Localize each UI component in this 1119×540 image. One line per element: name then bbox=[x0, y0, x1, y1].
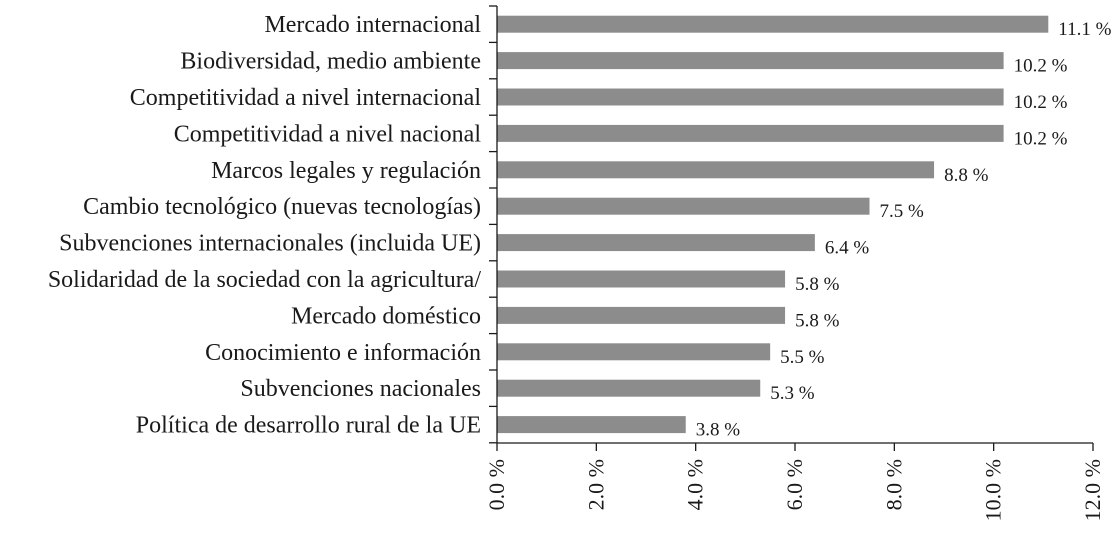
bar bbox=[497, 234, 815, 252]
x-tick-label: 10.0 % bbox=[981, 459, 1006, 521]
x-tick-label: 4.0 % bbox=[683, 459, 708, 510]
axis-layer: 0.0 % 2.0 % 4.0 % 6.0 % 8.0 % 10.0 % 12.0 % bbox=[484, 6, 1105, 521]
x-tick-label: 6.0 % bbox=[782, 459, 807, 510]
category-label: Mercado internacional bbox=[264, 12, 481, 38]
bar bbox=[497, 15, 1049, 33]
bar bbox=[497, 343, 771, 361]
category-label: Mercado doméstico bbox=[291, 303, 481, 329]
value-label: 3.8 % bbox=[696, 420, 741, 441]
bar bbox=[497, 379, 761, 397]
bar bbox=[497, 52, 1004, 70]
value-label: 11.1 % bbox=[1058, 19, 1111, 40]
bar bbox=[497, 197, 870, 215]
x-tick-label: 0.0 % bbox=[484, 459, 509, 510]
value-label: 10.2 % bbox=[1014, 128, 1068, 149]
category-label: Conocimiento e información bbox=[205, 340, 481, 366]
bars-layer: Mercado internacional 11.1 % Biodiversidad… bbox=[48, 5, 1112, 441]
value-label: 5.8 % bbox=[795, 310, 840, 331]
category-label: Subvenciones internacionales (incluida U… bbox=[59, 231, 481, 257]
category-label: Competitividad a nivel internacional bbox=[130, 85, 482, 111]
value-label: 8.8 % bbox=[944, 165, 989, 186]
bar bbox=[497, 416, 686, 434]
category-label: Marcos legales y regulación bbox=[211, 158, 481, 184]
category-label: Biodiversidad, medio ambiente bbox=[180, 49, 481, 75]
value-label: 6.4 % bbox=[825, 238, 870, 259]
bar bbox=[497, 270, 786, 288]
bar bbox=[497, 161, 935, 179]
value-label: 7.5 % bbox=[880, 201, 925, 222]
bar bbox=[497, 124, 1004, 142]
value-label: 5.8 % bbox=[795, 274, 840, 295]
category-label: Subvenciones nacionales bbox=[240, 376, 481, 402]
x-tick-label: 8.0 % bbox=[881, 459, 906, 510]
bar bbox=[497, 306, 786, 324]
value-label: 5.5 % bbox=[780, 347, 825, 368]
category-label: Competitividad a nivel nacional bbox=[174, 121, 482, 147]
value-label: 5.3 % bbox=[770, 383, 815, 404]
category-label: Solidaridad de la sociedad con la agricu… bbox=[48, 267, 482, 293]
x-tick-label: 2.0 % bbox=[583, 459, 608, 510]
category-label: Cambio tecnológico (nuevas tecnologías) bbox=[83, 194, 481, 220]
x-tick-label: 12.0 % bbox=[1080, 459, 1105, 521]
category-label: Política de desarrollo rural de la UE bbox=[136, 413, 481, 439]
bar bbox=[497, 88, 1004, 106]
value-label: 10.2 % bbox=[1014, 56, 1068, 77]
value-label: 10.2 % bbox=[1014, 92, 1068, 113]
